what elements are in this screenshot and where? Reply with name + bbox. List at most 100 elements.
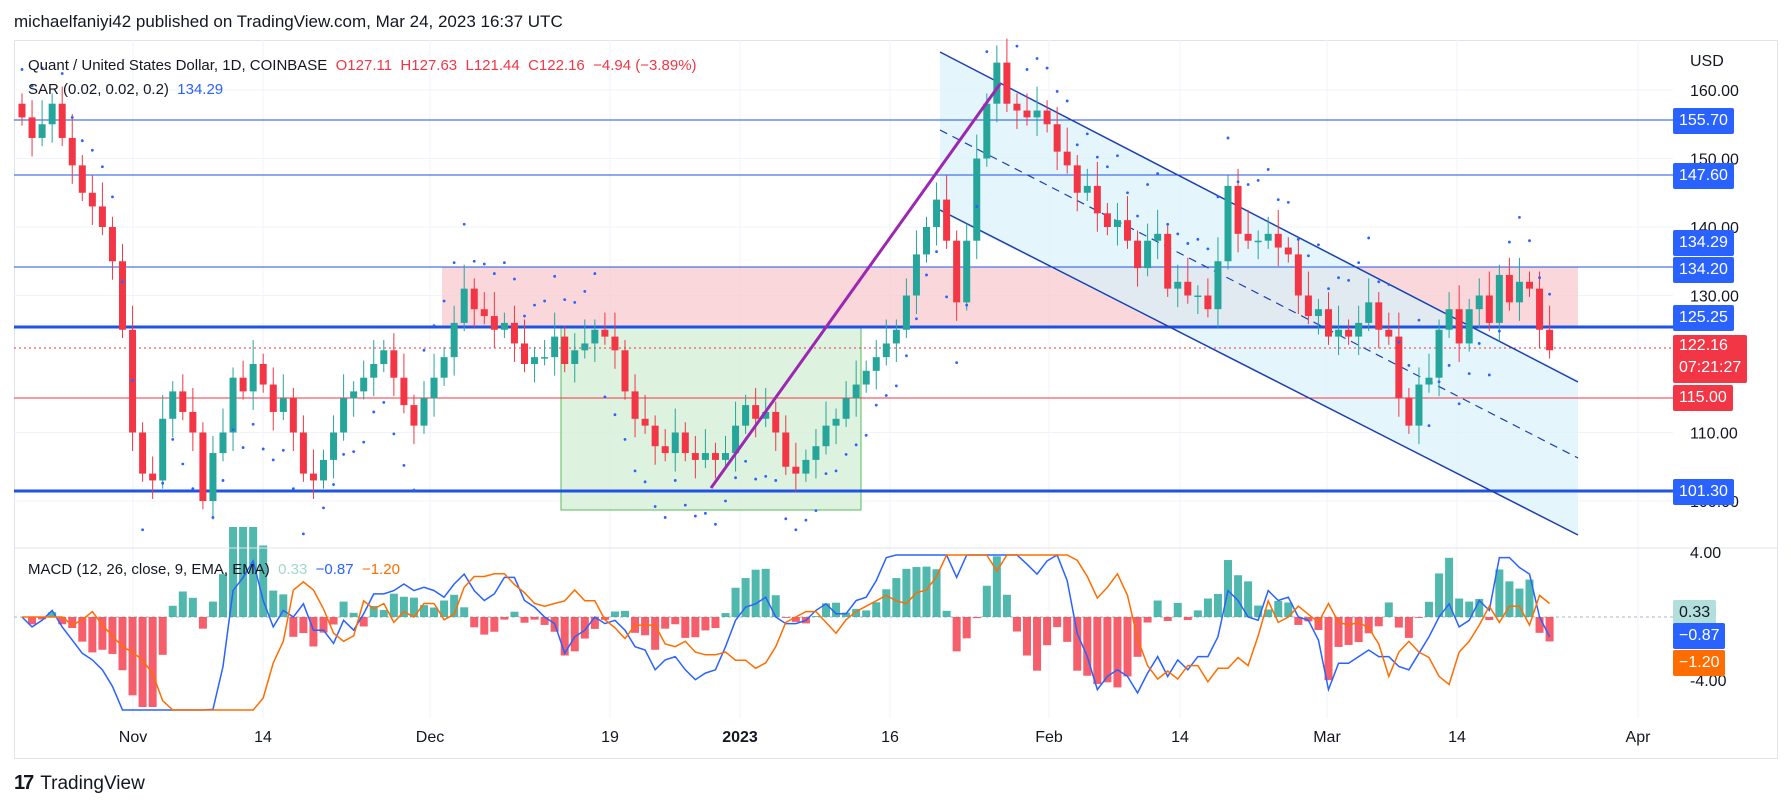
candle-body: [1214, 261, 1222, 310]
sar-dot: [583, 289, 587, 293]
sar-dot: [1467, 372, 1471, 375]
macd-bar: [1344, 617, 1353, 645]
price-tag: 115.00: [1673, 385, 1733, 411]
macd-bar: [68, 617, 77, 628]
candle-body: [772, 411, 780, 433]
sar-dot: [905, 354, 908, 358]
macd-bar: [1234, 575, 1243, 617]
sar-dot: [1206, 247, 1210, 251]
candle-body: [1033, 110, 1041, 118]
macd-bar: [1324, 617, 1333, 681]
candle-body: [1505, 274, 1513, 303]
candle-body: [1154, 233, 1162, 241]
macd-histogram: [28, 527, 1554, 707]
macd-bar: [1063, 617, 1072, 642]
candle-body: [973, 158, 981, 241]
macd-bar: [259, 545, 268, 617]
macd-bar: [1394, 617, 1403, 628]
macd-bar: [78, 617, 87, 642]
candle-body: [18, 103, 26, 118]
uptrend-line: [709, 83, 1002, 489]
macd-bar: [1465, 601, 1474, 617]
candle-body: [531, 357, 539, 364]
macd-bar: [269, 590, 278, 617]
macd-bar: [158, 617, 167, 655]
candle-body: [159, 418, 167, 481]
macd-bar: [1525, 579, 1534, 617]
chart-legend: Quant / United States Dollar, 1D, COINBA…: [28, 54, 697, 102]
sar-dot: [784, 517, 788, 521]
sar-dot: [874, 403, 878, 407]
macd-bar: [329, 617, 338, 625]
sar-dot: [1387, 283, 1391, 286]
candle-body: [671, 432, 679, 454]
candle-body: [963, 240, 971, 303]
footer[interactable]: 17 TradingView: [14, 772, 145, 795]
sar-dot: [372, 410, 376, 414]
time-tick-label: 14: [1171, 729, 1189, 746]
candle-body: [1174, 281, 1182, 289]
candle-body: [119, 261, 126, 330]
candle-body: [882, 343, 890, 358]
candle-body: [551, 336, 559, 358]
macd-bar: [862, 610, 871, 617]
sar-dot: [302, 532, 305, 536]
macd-line-value: −0.87: [315, 561, 354, 578]
candle-body: [842, 398, 850, 419]
candle-body: [68, 137, 76, 166]
sar-dot: [1286, 200, 1290, 204]
candle-body: [872, 357, 880, 371]
macd-bar: [842, 612, 851, 617]
sar-dot: [131, 379, 134, 382]
candle-body: [792, 466, 800, 474]
sar-dot: [1035, 57, 1039, 60]
macd-bar: [530, 617, 539, 620]
candle-body: [621, 350, 629, 392]
channel-lower-line: [939, 209, 1579, 536]
candle-body: [279, 398, 287, 412]
macd-bar: [490, 617, 499, 632]
candle-body: [1425, 377, 1433, 385]
sar-dot: [864, 433, 868, 437]
sar-dot: [332, 483, 335, 486]
macd-bar: [992, 556, 1001, 617]
candle-body: [943, 199, 951, 241]
macd-bar: [1213, 593, 1222, 617]
candle-body: [1385, 329, 1393, 337]
sar-dot: [90, 148, 94, 152]
symbol-label[interactable]: Quant / United States Dollar, 1D, COINBA…: [28, 57, 328, 74]
macd-bar: [299, 617, 308, 634]
candle-body: [1345, 329, 1353, 337]
macd-bar: [1304, 617, 1313, 622]
macd-bar: [570, 617, 579, 652]
macd-label[interactable]: MACD (12, 26, close, 9, EMA, EMA): [28, 561, 270, 578]
macd-bar: [1103, 617, 1112, 683]
macd-bar: [731, 587, 740, 617]
candle-body: [651, 425, 659, 447]
candle-body: [1003, 62, 1011, 104]
candle-body: [209, 453, 217, 501]
sar-label[interactable]: SAR (0.02, 0.02, 0.2): [28, 81, 169, 98]
macd-bar: [1012, 617, 1021, 632]
macd-bar: [349, 612, 358, 617]
candle-body: [1234, 185, 1242, 234]
footer-brand: TradingView: [40, 772, 145, 794]
candle-body: [299, 432, 307, 474]
macd-bar: [138, 617, 147, 707]
candle-body: [1405, 398, 1413, 426]
macd-bar: [1163, 617, 1172, 621]
sar-dot: [533, 303, 536, 307]
candle-body: [1134, 240, 1142, 269]
sar-dot: [754, 477, 758, 481]
macd-bar: [661, 617, 670, 629]
sar-dot: [844, 453, 848, 456]
candle-body: [1043, 110, 1051, 125]
candle-body: [812, 446, 820, 460]
macd-bar: [1143, 617, 1152, 623]
candle-body: [1294, 254, 1302, 296]
macd-bar: [219, 574, 227, 617]
macd-bar: [1354, 617, 1363, 643]
close-value: C122.16: [528, 57, 585, 74]
candle-body: [1304, 295, 1312, 317]
